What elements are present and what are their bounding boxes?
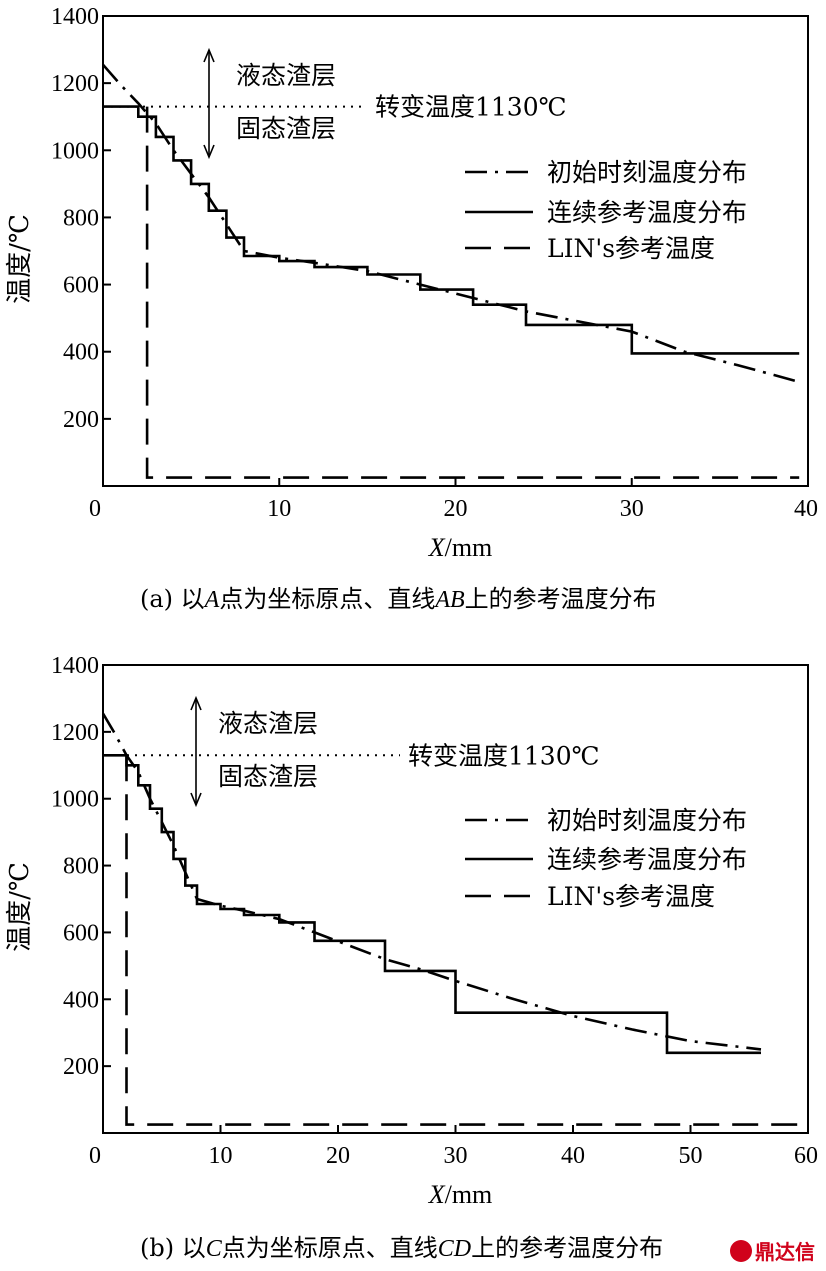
caption-line: CD (438, 1236, 471, 1262)
y-tick-label: 200 (63, 407, 99, 433)
legend-label: 初始时刻温度分布 (547, 158, 747, 187)
liquid-slag-label: 液态渣层 (236, 61, 336, 90)
x-tick-label: 10 (209, 1143, 233, 1169)
caption-point: A (203, 587, 220, 613)
y-tick-label: 400 (63, 340, 99, 366)
y-tick-label: 1200 (51, 720, 99, 746)
x-tick-label: 0 (89, 496, 101, 522)
y-tick-label: 1400 (51, 4, 99, 30)
caption-prefix: (a) 以 (140, 585, 205, 613)
chart-b: 0 10 20 30 40 50 60 200 400 600 800 1000 1200 1400 X/m… (5, 653, 818, 1262)
legend-label: LIN's参考温度 (547, 234, 715, 263)
arrow-down-icon (203, 144, 215, 160)
arrow-down-icon (190, 792, 202, 808)
legend-label: 连续参考温度分布 (547, 845, 747, 874)
solid-slag-label: 固态渣层 (218, 762, 318, 791)
arrow-up-icon (203, 47, 215, 63)
caption-prefix: (b) 以 (140, 1234, 206, 1262)
x-tick-label: 0 (89, 1143, 101, 1169)
caption-suffix: 上的参考温度分布 (465, 585, 657, 613)
y-tick-label: 1400 (51, 653, 99, 679)
watermark-text: 鼎达信 (755, 1240, 815, 1264)
y-tick-label: 600 (63, 920, 99, 946)
caption-middle: 点为坐标原点、直线 (219, 585, 435, 613)
series-line-dashed (145, 106, 800, 479)
legend-label: LIN's参考温度 (547, 882, 715, 911)
y-tick-label: 1200 (51, 71, 99, 97)
x-axis-variable: X (428, 1180, 446, 1209)
caption-suffix: 上的参考温度分布 (471, 1234, 663, 1262)
y-axis-title: 温度/℃ (5, 214, 35, 304)
x-axis-title: X/mm (428, 533, 493, 562)
legend-label: 初始时刻温度分布 (547, 806, 747, 835)
watermark-logo-icon (730, 1240, 752, 1262)
x-tick-label: 20 (444, 496, 468, 522)
legend-label: 连续参考温度分布 (547, 198, 747, 227)
series-line-solid (103, 753, 761, 1055)
y-tick-label: 800 (63, 854, 99, 880)
y-tick-label: 800 (63, 205, 99, 231)
x-tick-label: 30 (444, 1143, 468, 1169)
series-line-dashed (125, 755, 808, 1126)
x-tick-label: 60 (794, 1143, 818, 1169)
y-axis-title: 温度/℃ (5, 862, 35, 952)
watermark: 鼎达信 (730, 1240, 815, 1264)
x-tick-label: 30 (620, 496, 644, 522)
caption-middle: 点为坐标原点、直线 (222, 1234, 438, 1262)
caption-line: AB (433, 587, 465, 613)
caption-point: C (206, 1236, 223, 1262)
x-tick-label: 40 (561, 1143, 585, 1169)
figure-caption: (b) 以C点为坐标原点、直线CD上的参考温度分布 (140, 1234, 663, 1262)
arrow-up-icon (190, 695, 202, 711)
x-axis-unit: /mm (445, 1180, 493, 1209)
solid-slag-label: 固态渣层 (236, 114, 336, 143)
x-axis-title: X/mm (428, 1180, 493, 1209)
x-tick-label: 40 (794, 496, 818, 522)
x-axis-unit: /mm (445, 533, 493, 562)
y-tick-label: 1000 (51, 138, 99, 164)
y-tick-label: 1000 (51, 787, 99, 813)
series-line-solid (103, 105, 800, 355)
x-tick-label: 50 (679, 1143, 703, 1169)
y-tick-label: 600 (63, 273, 99, 299)
chart-a: 0 10 20 30 40 200 400 600 800 1000 1200 1400 X/mm 温度/… (5, 4, 818, 613)
y-tick-label: 200 (63, 1054, 99, 1080)
x-tick-label: 10 (267, 496, 291, 522)
figure-caption: (a) 以A点为坐标原点、直线AB上的参考温度分布 (140, 585, 657, 613)
transition-label: 转变温度1130℃ (375, 93, 567, 122)
y-tick-label: 400 (63, 987, 99, 1013)
x-tick-label: 20 (326, 1143, 350, 1169)
transition-label: 转变温度1130℃ (408, 741, 600, 770)
x-axis-variable: X (428, 533, 446, 562)
liquid-slag-label: 液态渣层 (218, 709, 318, 738)
